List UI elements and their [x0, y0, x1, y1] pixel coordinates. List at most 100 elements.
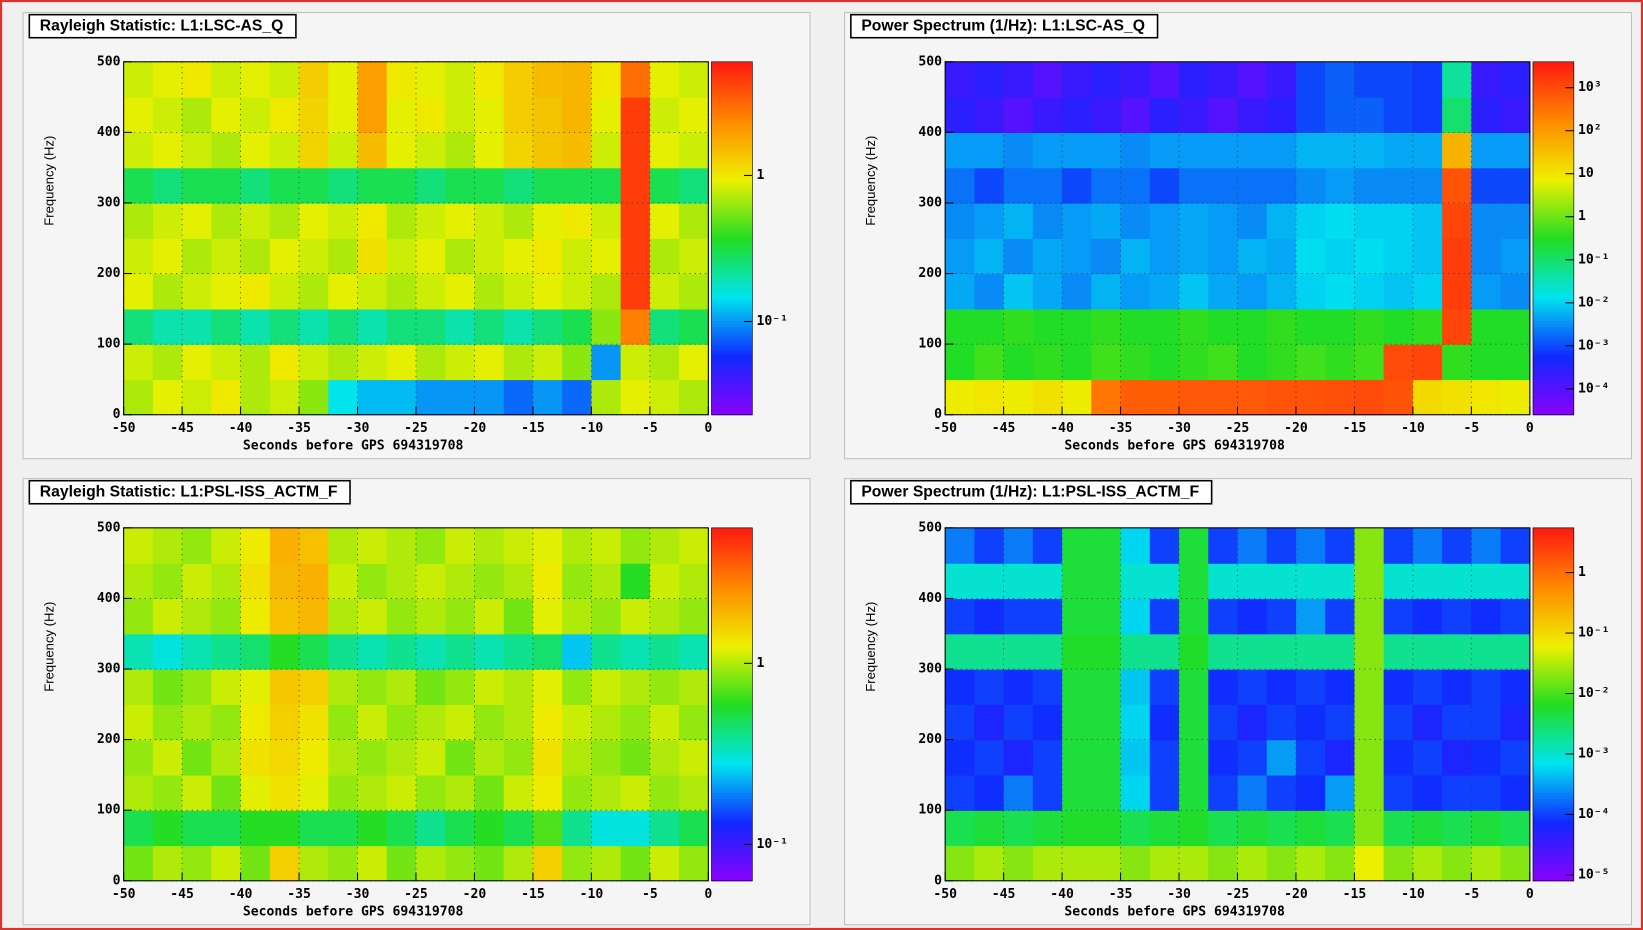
colorbar-slice: [1532, 164, 1574, 169]
colorbar-slice: [711, 710, 753, 714]
heatmap-cell: [1354, 238, 1385, 275]
colorbar-slice: [1532, 276, 1574, 281]
heatmap-cell: [1237, 527, 1268, 564]
heatmap-cell: [562, 704, 593, 741]
heatmap-cell: [1266, 739, 1297, 776]
colorbar-slice: [711, 170, 753, 175]
colorbar-slice: [1532, 824, 1574, 829]
colorbar-slice: [711, 297, 753, 301]
heatmap-cell: [1471, 598, 1502, 635]
colorbar-slice: [711, 777, 753, 782]
heatmap-cell: [1237, 669, 1268, 705]
heatmap-cell: [1500, 810, 1531, 847]
heatmap-cell: [1412, 598, 1443, 635]
heatmap-cell: [562, 669, 593, 705]
heatmap-cell: [1237, 845, 1268, 882]
x-tick-label: -40: [229, 421, 253, 436]
heatmap-cell: [1003, 167, 1034, 204]
heatmap-cell: [1354, 598, 1385, 635]
heatmap-cell: [328, 563, 359, 600]
heatmap-cell: [562, 563, 593, 600]
colorbar-slice: [1532, 774, 1574, 779]
colorbar-slice: [711, 88, 753, 92]
colorbar-slice: [711, 836, 753, 841]
colorbar-slice: [711, 132, 753, 136]
heatmap-cell: [1412, 704, 1443, 741]
heatmap-cell: [211, 774, 242, 811]
colorbar-slice: [711, 79, 753, 84]
heatmap-cell: [211, 704, 242, 741]
heatmap-cell: [1091, 132, 1122, 169]
heatmap-cell: [445, 379, 476, 416]
heatmap-cell: [649, 97, 680, 134]
colorbar-slice: [1532, 388, 1574, 392]
colorbar-slice: [711, 639, 753, 644]
colorbar-slice: [1532, 727, 1574, 732]
colorbar-slice: [711, 595, 753, 600]
colorbar-slice: [1532, 660, 1574, 664]
colorbar-slice: [1532, 67, 1574, 72]
heatmap-cell: [152, 97, 183, 134]
colorbar-slice: [711, 824, 753, 829]
heatmap-cell: [945, 379, 976, 416]
colorbar-slice: [711, 73, 753, 78]
colorbar-slice: [1532, 279, 1574, 284]
heatmap-cell: [503, 845, 534, 882]
colorbar-slice: [711, 129, 753, 134]
colorbar-slice: [711, 801, 753, 805]
heatmap-cell: [591, 845, 622, 882]
heatmap-cell: [211, 308, 242, 345]
colorbar-slice: [711, 347, 753, 351]
heatmap-cell: [562, 344, 593, 381]
heatmap-cell: [649, 167, 680, 204]
heatmap-cell: [328, 97, 359, 134]
y-tick-label: 0: [113, 873, 121, 888]
heatmap-cell: [1412, 774, 1443, 811]
x-tick-label: -50: [112, 421, 136, 436]
x-tick-label: -5: [1463, 887, 1479, 902]
colorbar-slice: [1532, 654, 1574, 658]
colorbar-slice: [1532, 326, 1574, 331]
colorbar-slice: [711, 308, 753, 313]
colorbar-slice: [711, 669, 753, 673]
colorbar-slice: [1532, 586, 1574, 591]
heatmap-cell: [357, 61, 388, 98]
colorbar-slice: [711, 135, 753, 139]
colorbar-slice: [711, 733, 753, 738]
colorbar-slice: [1532, 689, 1574, 694]
heatmap-cell: [415, 308, 446, 345]
heatmap-cell: [299, 344, 329, 381]
heatmap-cell: [1062, 308, 1092, 345]
heatmap-cell: [945, 344, 976, 381]
heatmap-cell: [562, 238, 593, 275]
colorbar-slice: [711, 633, 753, 638]
x-tick-label: -15: [1343, 421, 1367, 436]
x-tick-label: 0: [704, 887, 712, 902]
heatmap-cell: [679, 167, 709, 204]
colorbar-slice: [711, 557, 753, 561]
heatmap-cell: [1032, 527, 1063, 564]
colorbar-slice: [711, 592, 753, 597]
colorbar-slice: [1532, 548, 1574, 552]
x-tick-label: 0: [704, 421, 712, 436]
colorbar-slice: [711, 551, 753, 555]
y-tick-label: 300: [918, 195, 942, 210]
colorbar-slice: [711, 326, 753, 331]
heatmap-cell: [1237, 344, 1268, 381]
colorbar-slice: [1532, 188, 1574, 192]
colorbar-slice: [1532, 530, 1574, 535]
colorbar-slice: [1532, 633, 1574, 638]
heatmap-cell: [1354, 704, 1385, 741]
heatmap-cell: [1325, 669, 1356, 705]
colorbar-slice: [711, 607, 753, 611]
y-tick-label: 100: [97, 803, 121, 818]
heatmap-cell: [1295, 598, 1326, 635]
heatmap-cell: [503, 774, 534, 811]
heatmap-cell: [1500, 527, 1531, 564]
heatmap-cell: [1471, 308, 1502, 345]
heatmap-cell: [152, 669, 183, 705]
heatmap-cell: [1471, 273, 1502, 310]
heatmap-cell: [1354, 273, 1385, 310]
colorbar-slice: [1532, 182, 1574, 186]
heatmap-cell: [679, 739, 709, 776]
